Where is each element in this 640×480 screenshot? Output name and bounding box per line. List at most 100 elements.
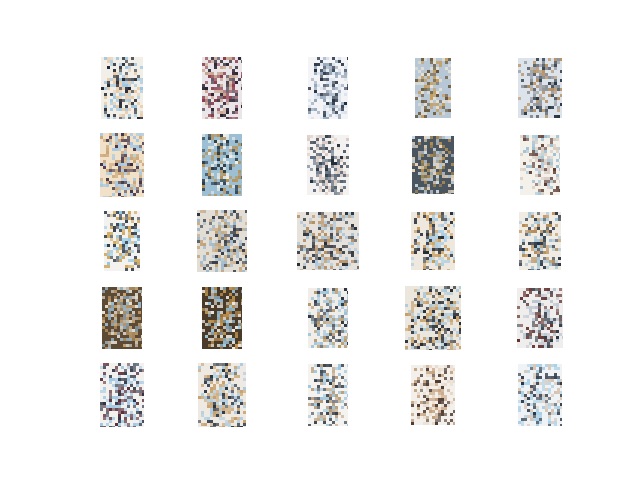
- tile-pixel: [309, 221, 312, 224]
- tile-pixel: [210, 393, 213, 396]
- tile-pixel: [444, 398, 447, 401]
- tile-pixel: [334, 156, 337, 159]
- tile-pixel: [318, 263, 321, 266]
- tile-pixel: [320, 379, 323, 382]
- tile-pixel: [240, 363, 243, 366]
- tile-pixel: [447, 269, 450, 270]
- tile-pixel: [435, 398, 438, 401]
- tile-pixel: [445, 100, 448, 103]
- tile-pixel: [214, 87, 217, 90]
- tile-pixel: [122, 78, 125, 81]
- tile-pixel: [119, 238, 122, 241]
- tile-pixel: [124, 408, 127, 411]
- tile-pixel: [235, 81, 238, 84]
- tile-pixel: [124, 169, 127, 172]
- tile-pixel: [324, 251, 327, 254]
- tile-pixel: [546, 257, 549, 260]
- tile-pixel: [229, 146, 232, 149]
- tile-pixel: [418, 157, 421, 160]
- tile-pixel: [548, 88, 551, 91]
- tile-pixel: [438, 416, 441, 419]
- tile-pixel: [109, 133, 112, 136]
- tile-pixel: [127, 172, 130, 175]
- tile-pixel: [543, 242, 546, 245]
- tile-pixel: [520, 297, 523, 300]
- tile-pixel: [438, 419, 441, 422]
- tile-pixel: [548, 376, 551, 379]
- tile-pixel: [533, 64, 536, 67]
- tile-pixel: [128, 229, 131, 232]
- tile-pixel: [527, 370, 530, 373]
- tile-pixel: [217, 173, 220, 176]
- tile-pixel: [122, 232, 125, 235]
- tile-pixel: [204, 396, 207, 399]
- tile-pixel: [536, 79, 539, 82]
- tile-pixel: [226, 320, 229, 323]
- tile-pixel: [323, 105, 326, 108]
- tile-pixel: [123, 323, 126, 326]
- tile-pixel: [542, 97, 545, 100]
- tile-pixel: [131, 235, 134, 238]
- tile-pixel: [211, 134, 214, 137]
- tile-pixel: [126, 299, 129, 302]
- tile-pixel: [115, 366, 118, 369]
- tile-pixel: [550, 339, 553, 342]
- tile-pixel: [135, 332, 138, 335]
- tile-pixel: [526, 315, 529, 318]
- tile-pixel: [325, 177, 328, 180]
- tile-pixel: [123, 338, 126, 341]
- tile-pixel: [334, 138, 337, 141]
- tile-pixel: [133, 387, 136, 390]
- tile-pixel: [344, 312, 347, 315]
- tile-pixel: [557, 400, 560, 403]
- tile-pixel: [226, 308, 229, 311]
- tile-pixel: [339, 236, 342, 239]
- tile-pixel: [136, 154, 139, 157]
- tile-pixel: [326, 339, 329, 342]
- tile-pixel: [109, 139, 112, 142]
- tile-pixel: [211, 96, 214, 99]
- tile-pixel: [317, 391, 320, 394]
- tile-pixel: [539, 73, 542, 76]
- tile-pixel: [533, 385, 536, 388]
- tile-pixel: [442, 175, 445, 178]
- tile-pixel: [222, 381, 225, 384]
- tile-pixel: [106, 423, 109, 426]
- tile-pixel: [560, 379, 562, 382]
- tile-pixel: [331, 165, 334, 168]
- tile-pixel: [134, 78, 137, 81]
- tile-pixel: [205, 117, 208, 119]
- tile-pixel: [327, 239, 330, 242]
- tile-pixel: [319, 168, 322, 171]
- tile-pixel: [417, 334, 420, 337]
- tile-pixel: [216, 396, 219, 399]
- tile-pixel: [317, 300, 320, 303]
- tile-pixel: [346, 138, 349, 141]
- tile-pixel: [209, 222, 212, 225]
- tile-pixel: [214, 293, 217, 296]
- tile-pixel: [197, 234, 200, 237]
- tile-pixel: [444, 298, 447, 301]
- tile-pixel: [125, 247, 128, 250]
- tile-pixel: [326, 406, 329, 409]
- tile-pixel: [230, 225, 233, 228]
- tile-pixel: [347, 87, 348, 90]
- tile-pixel: [235, 93, 238, 96]
- tile-pixel: [531, 248, 534, 251]
- tile-pixel: [136, 157, 139, 160]
- tile-pixel: [136, 169, 139, 172]
- tile-pixel: [556, 177, 559, 180]
- tile-pixel: [547, 180, 550, 183]
- tile-pixel: [109, 136, 112, 139]
- tile-pixel: [317, 318, 320, 321]
- tile-pixel: [127, 139, 130, 142]
- tile-pixel: [414, 389, 417, 392]
- tile-pixel: [204, 399, 207, 402]
- tile-pixel: [526, 336, 529, 339]
- tile-pixel: [538, 147, 541, 150]
- tile-pixel: [335, 339, 338, 342]
- tile-pixel: [532, 135, 535, 138]
- tile-pixel: [130, 169, 133, 172]
- tile-pixel: [321, 227, 324, 230]
- tile-pixel: [226, 302, 229, 305]
